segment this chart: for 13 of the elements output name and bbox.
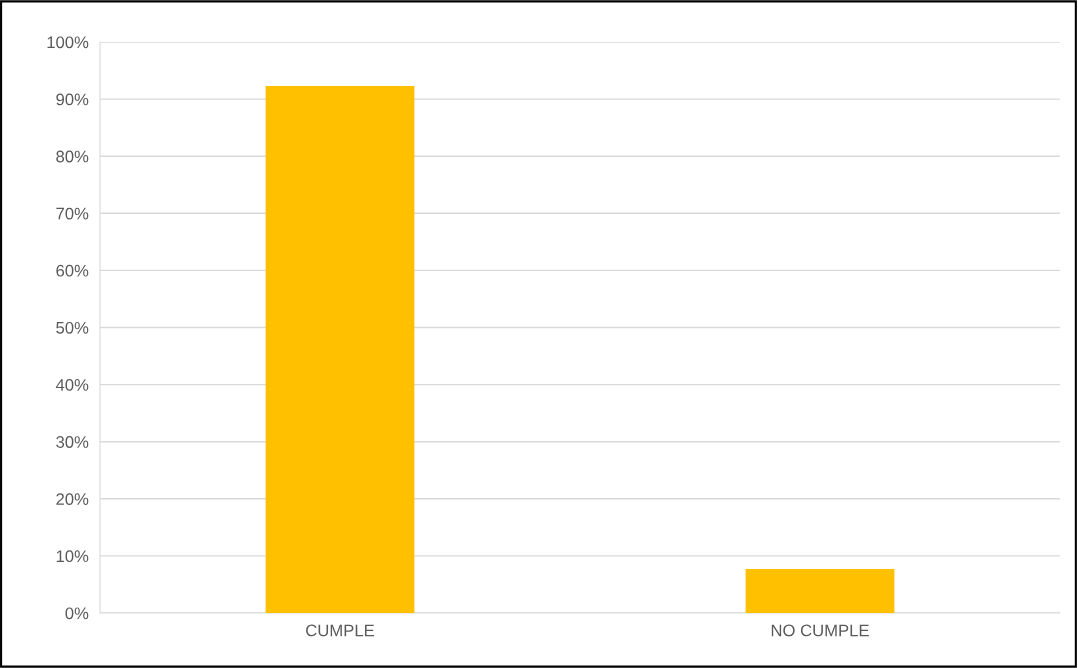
y-tick-label: 10% [56,550,89,563]
y-tick-label: 40% [55,379,89,391]
y-tick-label: 80% [56,150,89,163]
x-tick-label: NO CUMPLE [771,624,869,637]
y-tick-label: 70% [56,207,89,220]
y-tick-label: 0% [65,607,89,620]
y-tick-label: 100% [47,36,89,49]
x-tick-label: CUMPLE [306,624,375,637]
y-tick-label: 50% [56,321,89,334]
y-tick-label: 20% [56,493,89,505]
y-tick-label: 60% [56,264,89,277]
y-tick-label: 90% [56,93,89,106]
y-tick-label: 30% [56,436,89,448]
